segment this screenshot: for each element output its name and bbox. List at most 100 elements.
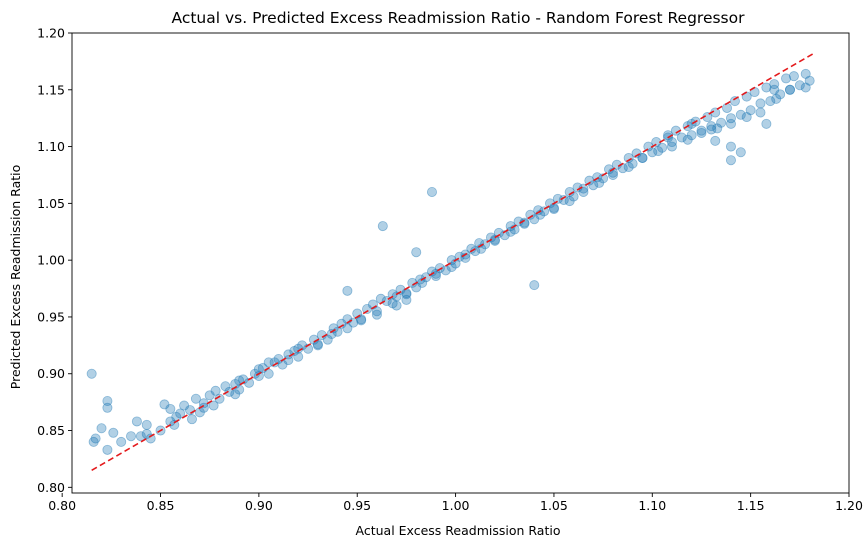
data-point <box>761 82 772 93</box>
data-point <box>771 93 782 104</box>
data-point <box>253 371 264 382</box>
data-point <box>676 132 687 143</box>
data-point <box>204 390 215 401</box>
data-point <box>411 247 422 258</box>
data-point <box>769 84 780 95</box>
data-point <box>686 118 697 129</box>
data-point <box>784 84 795 95</box>
data-point <box>356 315 367 326</box>
data-point <box>90 433 101 444</box>
data-point <box>725 113 736 124</box>
data-point <box>706 121 717 132</box>
data-point <box>377 221 388 232</box>
data-point <box>682 134 693 145</box>
data-point <box>627 158 638 169</box>
data-point <box>564 187 575 198</box>
data-point <box>421 272 432 283</box>
data-point <box>623 152 634 163</box>
data-point <box>696 127 707 138</box>
data-point <box>342 285 353 296</box>
data-point <box>86 368 97 379</box>
data-point <box>185 405 196 416</box>
data-point <box>108 427 119 438</box>
data-point <box>312 340 323 351</box>
data-point <box>175 408 186 419</box>
y-axis-label: Predicted Excess Readmission Ratio <box>8 165 23 389</box>
data-point <box>735 147 746 158</box>
data-point <box>322 334 333 345</box>
data-point <box>637 152 648 163</box>
data-point <box>401 294 412 305</box>
data-point <box>712 123 723 134</box>
data-point <box>415 274 426 285</box>
data-point <box>186 414 197 425</box>
data-point <box>647 147 658 158</box>
plot-area: 0.80 0.85 0.90 0.95 1.00 1.05 1.10 1.15 1.20 0.80… <box>37 26 863 514</box>
data-point <box>686 130 697 141</box>
data-point <box>371 306 382 317</box>
data-point <box>102 444 113 455</box>
data-point <box>657 142 668 153</box>
data-point <box>637 152 648 163</box>
data-point <box>135 431 146 442</box>
data-point <box>328 323 339 334</box>
data-point <box>505 226 516 237</box>
data-point <box>342 323 353 334</box>
x-tick-label: 0.90 <box>245 498 273 513</box>
y-tick-label: 1.15 <box>37 82 65 97</box>
data-point <box>729 96 740 107</box>
data-point <box>208 400 219 411</box>
data-point <box>391 300 402 311</box>
data-point <box>336 318 347 329</box>
data-point <box>741 112 752 123</box>
chart-title: Actual vs. Predicted Excess Readmission … <box>171 9 745 27</box>
data-point <box>230 389 241 400</box>
data-point <box>775 89 786 100</box>
data-point <box>725 155 736 166</box>
data-point <box>387 298 398 309</box>
y-tick-label: 1.05 <box>37 196 65 211</box>
data-point <box>126 431 137 442</box>
data-point <box>131 416 142 427</box>
data-point <box>578 187 589 198</box>
data-point <box>102 402 113 413</box>
data-point <box>165 403 176 414</box>
y-tick-label: 0.95 <box>37 309 65 324</box>
x-tick-label: 0.85 <box>147 498 175 513</box>
data-point <box>466 243 477 254</box>
axes-frame <box>71 32 850 494</box>
data-point <box>666 141 677 152</box>
data-point <box>725 118 736 129</box>
data-point <box>745 105 756 116</box>
data-point <box>765 96 776 107</box>
y-tick-label: 0.90 <box>37 366 65 381</box>
data-point <box>529 280 540 291</box>
data-point <box>293 343 304 354</box>
data-point <box>293 351 304 362</box>
data-point <box>102 395 113 406</box>
y-tick-label: 0.80 <box>37 480 65 495</box>
data-point <box>735 109 746 120</box>
data-point <box>800 82 811 93</box>
data-point <box>564 196 575 207</box>
data-point <box>725 141 736 152</box>
data-point <box>371 309 382 320</box>
x-tick-label: 1.00 <box>442 498 470 513</box>
data-point <box>800 68 811 79</box>
data-point <box>666 137 677 148</box>
x-tick-label: 0.80 <box>48 498 76 513</box>
x-tick-label: 1.05 <box>540 498 568 513</box>
data-point <box>450 258 461 269</box>
y-tick-label: 1.10 <box>37 139 65 154</box>
data-point <box>784 84 795 95</box>
y-tick-label: 0.85 <box>37 423 65 438</box>
data-point <box>631 148 642 159</box>
data-point <box>588 180 599 191</box>
data-point <box>548 204 559 215</box>
data-point <box>88 436 99 447</box>
data-points <box>86 68 815 455</box>
data-point <box>145 433 156 444</box>
data-point <box>769 79 780 90</box>
data-point <box>263 357 274 368</box>
data-point <box>594 177 605 188</box>
